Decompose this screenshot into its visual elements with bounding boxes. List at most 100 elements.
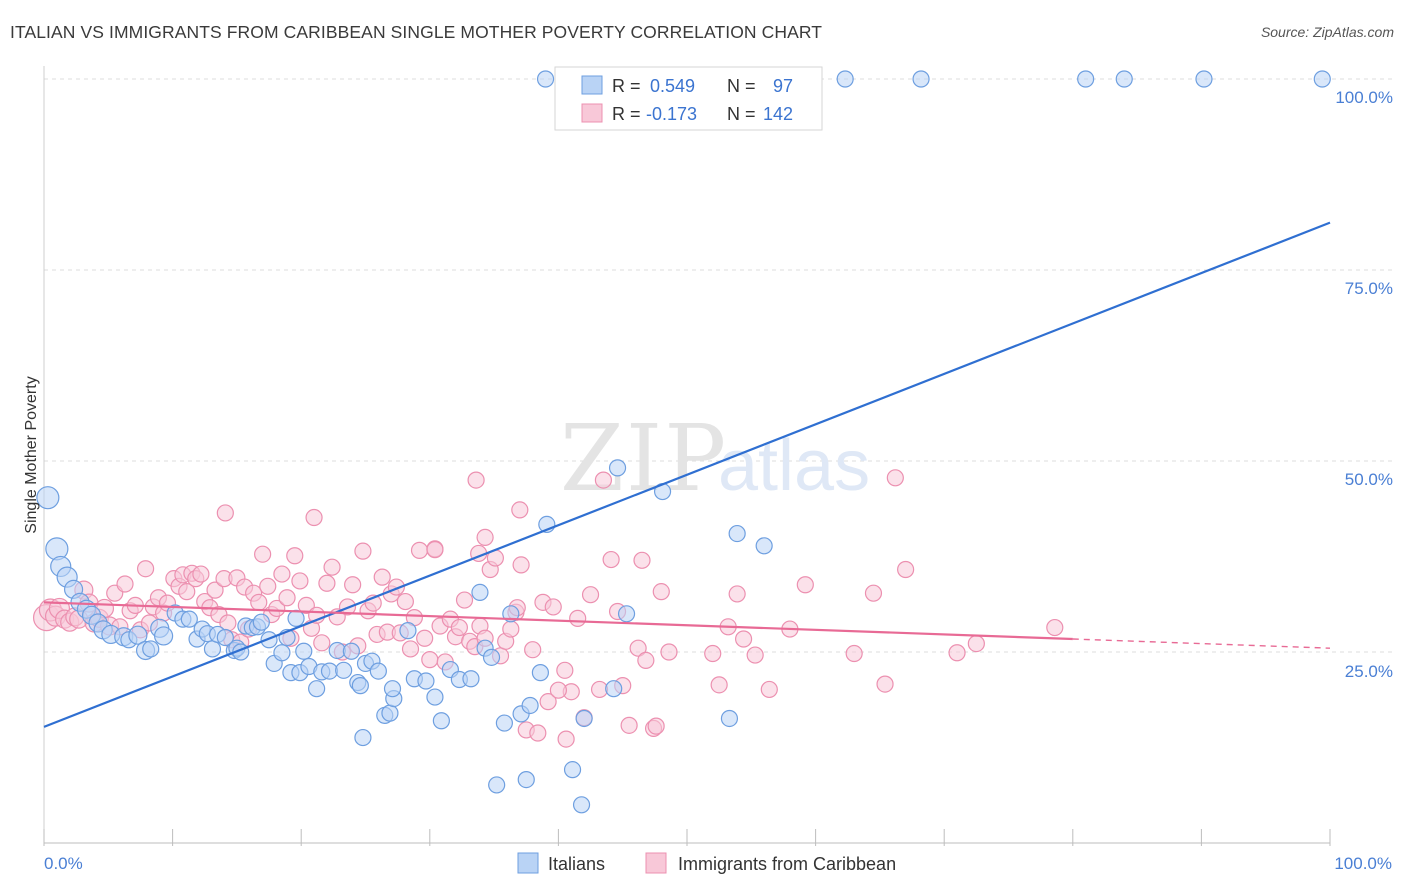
grid-lines [44, 78, 1392, 653]
legend-top: R = 0.549 N = 97 R = -0.173 N = 142 [554, 66, 823, 131]
caribbean-point [476, 528, 494, 547]
caribbean-point [278, 589, 296, 607]
y-tick-label-50: 50.0% [1345, 470, 1393, 489]
caribbean-point [728, 585, 746, 603]
caribbean-point [421, 651, 439, 669]
italian-point [482, 648, 501, 666]
y-tick-label-25: 25.0% [1345, 662, 1393, 681]
italian-point [517, 770, 535, 789]
caribbean-point [373, 568, 391, 586]
caribbean-point [796, 576, 814, 594]
italian-point [531, 664, 549, 682]
caribbean-point [710, 676, 728, 694]
italian-point [399, 622, 417, 640]
caribbean-point [268, 599, 286, 618]
italian-point [720, 709, 739, 728]
caribbean-point [206, 581, 224, 599]
italian-point [728, 524, 746, 543]
chart-title: ITALIAN VS IMMIGRANTS FROM CARIBBEAN SIN… [10, 22, 823, 42]
caribbean-point [602, 550, 620, 569]
italian-point [295, 642, 313, 660]
caribbean-point [467, 471, 485, 489]
italian-point [1313, 70, 1331, 88]
italian-point [417, 672, 435, 690]
caribbean-point [569, 609, 587, 627]
italian-point [252, 613, 270, 631]
legend-n-value-2: 142 [763, 104, 793, 124]
caribbean-point [259, 577, 277, 595]
caribbean-point [250, 593, 268, 611]
caribbean-point [549, 681, 568, 699]
caribbean-point [539, 693, 557, 711]
caribbean-point [396, 592, 414, 611]
caribbean-point [633, 551, 651, 569]
caribbean-point [529, 724, 547, 742]
caribbean-point [502, 620, 520, 638]
x-tick-label-100: 100.0% [1334, 854, 1392, 873]
legend-n-value-1: 97 [773, 76, 793, 96]
caribbean-point [556, 661, 574, 679]
italian-point [351, 677, 369, 695]
italian-point [912, 70, 930, 88]
caribbean-point [116, 575, 134, 593]
italian-point [563, 761, 582, 779]
italian-point [575, 709, 593, 728]
caribbean-point [897, 560, 915, 579]
caribbean-point [136, 560, 155, 578]
caribbean-point [291, 572, 309, 590]
caribbean-point [1046, 618, 1064, 637]
italian-point [273, 644, 291, 662]
caribbean-point [886, 469, 904, 487]
legend-swatch-caribbean [581, 103, 603, 123]
caribbean-point [660, 643, 678, 661]
italian-point [755, 537, 773, 555]
caribbean-point [876, 675, 894, 693]
caribbean-point [216, 504, 234, 522]
italian-point [471, 583, 489, 602]
italian-point [1115, 70, 1133, 88]
caribbean-point [344, 576, 362, 594]
caribbean-point [647, 717, 665, 735]
caribbean-point [318, 574, 336, 592]
italian-point [36, 486, 60, 510]
caribbean-point [652, 583, 670, 601]
legend-r-label-2: R = [612, 104, 641, 124]
italian-point [608, 459, 627, 477]
watermark-atlas: atlas [718, 426, 870, 506]
caribbean-point [948, 644, 966, 662]
caribbean-point [544, 598, 562, 616]
caribbean-point [594, 471, 613, 489]
italian-point [335, 661, 353, 679]
caribbean-point [620, 716, 638, 734]
caribbean-point [192, 565, 210, 583]
italian-point [128, 625, 148, 645]
caribbean-trend-line-extension [1072, 638, 1331, 649]
italians-trend-line [43, 221, 1331, 728]
trend-lines [43, 221, 1331, 728]
italian-point [142, 640, 160, 658]
legend-bottom: Italians Immigrants from Caribbean [517, 852, 896, 874]
italian-point [495, 714, 513, 732]
chart-source: Source: ZipAtlas.com [1260, 24, 1394, 40]
italian-point [605, 680, 623, 698]
caribbean-point [450, 618, 468, 637]
caribbean-point [524, 641, 542, 659]
italian-point [354, 728, 372, 747]
caribbean-point [354, 542, 372, 560]
watermark-zip: ZIP [560, 405, 728, 512]
italian-point [426, 688, 444, 706]
caribbean-point [273, 565, 291, 583]
caribbean-point [637, 651, 655, 670]
legend-bottom-italians: Italians [548, 854, 605, 874]
y-axis-label: Single Mother Poverty [23, 376, 40, 533]
italian-point [1195, 70, 1213, 88]
legend-r-value-2: -0.173 [646, 104, 697, 124]
caribbean-point [416, 629, 434, 647]
caribbean-point [760, 680, 778, 699]
italian-point [617, 605, 636, 623]
caribbean-point [305, 508, 323, 527]
italian-point [536, 70, 555, 88]
legend-bottom-caribbean: Immigrants from Caribbean [678, 854, 896, 874]
y-tick-label-100: 100.0% [1335, 88, 1393, 107]
